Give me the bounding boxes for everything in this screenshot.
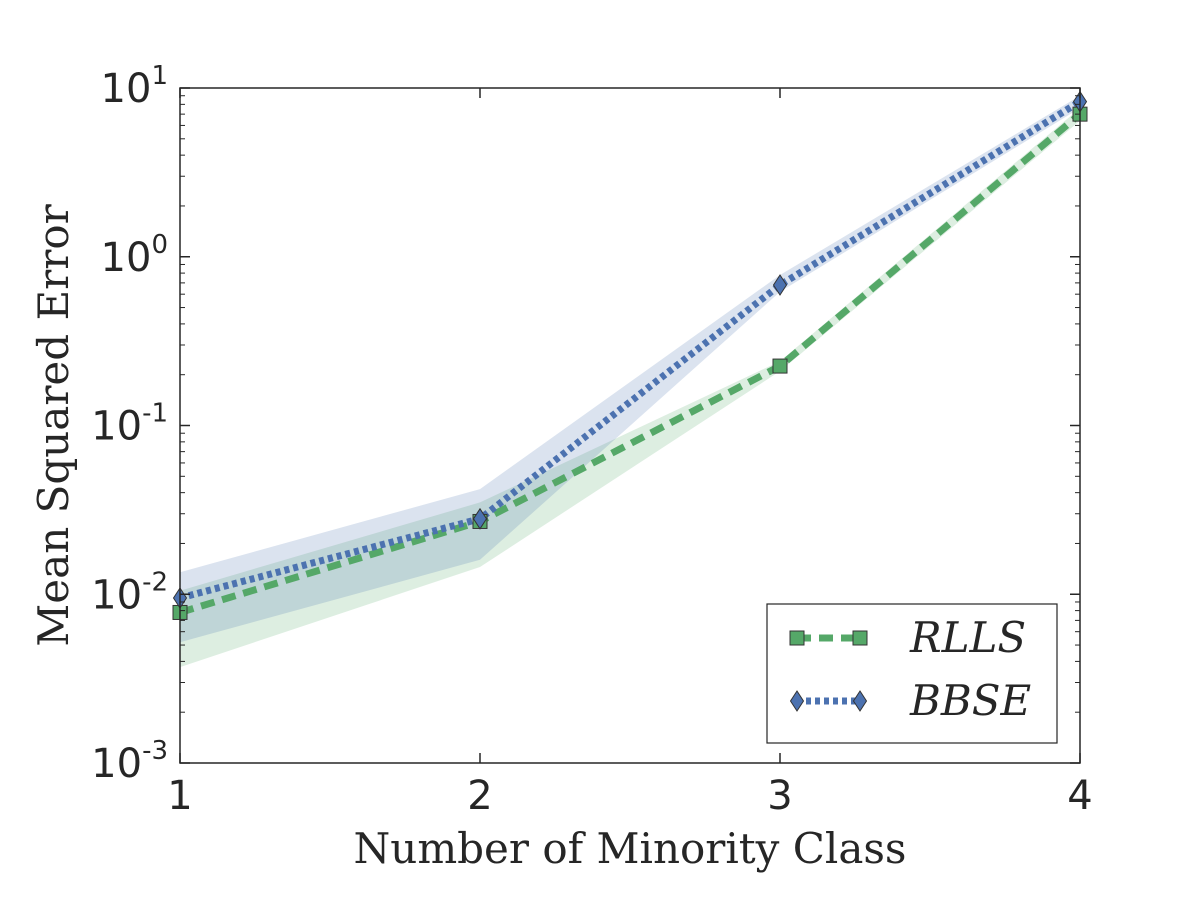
x-tick-label: 1 <box>167 773 192 819</box>
line-rlls <box>178 111 1083 616</box>
line-bbse <box>179 98 1082 602</box>
legend-swatch-marker <box>789 630 805 646</box>
y-tick-label: 10-2 <box>91 567 168 618</box>
legend-swatch-marker <box>852 630 868 646</box>
band-bbse <box>180 95 1080 643</box>
point-bbse-2 <box>472 507 488 530</box>
point-bbse-3 <box>772 274 788 296</box>
x-tick-label: 3 <box>767 773 792 819</box>
y-tick-label: 101 <box>101 61 168 112</box>
axis-ticks <box>179 87 1081 764</box>
band-rlls <box>180 108 1080 668</box>
legend-item-bbse: BBSE <box>789 676 1031 725</box>
y-tick-labels: 10-3 10-2 10-1 100 101 <box>91 61 168 787</box>
y-axis-title: Mean Squared Error <box>29 203 78 646</box>
legend-swatch-marker <box>789 690 805 712</box>
legend: RLLS BBSE <box>766 603 1058 744</box>
confidence-bands <box>180 95 1080 668</box>
x-tick-label: 2 <box>467 773 492 819</box>
series-lines <box>178 98 1083 616</box>
legend-label: RLLS <box>909 613 1026 662</box>
y-tick-label: 10-3 <box>91 736 168 787</box>
legend-item-rlls: RLLS <box>789 613 1026 662</box>
x-tick-label: 4 <box>1067 773 1092 819</box>
legend-label: BBSE <box>909 676 1031 725</box>
y-tick-label: 100 <box>101 230 168 281</box>
legend-swatch-marker <box>852 690 868 712</box>
legend-box <box>766 603 1058 744</box>
x-axis-title: Number of Minority Class <box>354 824 907 873</box>
point-rlls-3 <box>772 358 788 374</box>
y-tick-label: 10-1 <box>91 399 168 450</box>
x-tick-labels: 1 2 3 4 <box>167 773 1092 819</box>
